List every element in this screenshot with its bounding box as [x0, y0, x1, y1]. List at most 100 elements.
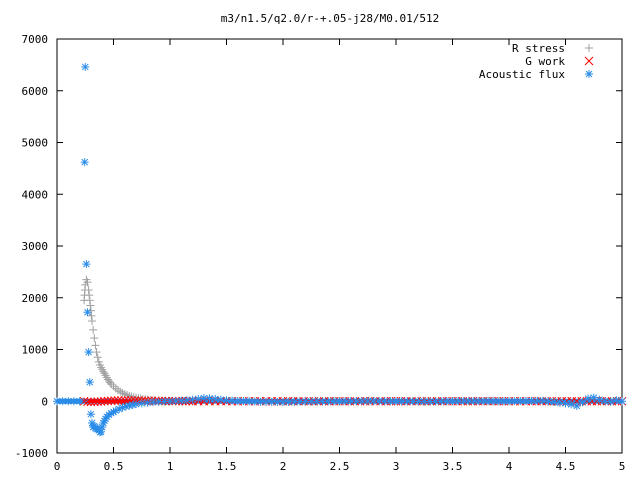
data-point — [205, 394, 214, 403]
data-point — [431, 397, 440, 406]
data-point — [544, 397, 553, 406]
legend-marker — [585, 70, 593, 78]
data-point — [80, 158, 89, 167]
chart-title: m3/n1.5/q2.0/r-+.05-j28/M0.01/512 — [221, 12, 440, 25]
legend-marker — [585, 44, 593, 52]
data-point — [85, 291, 94, 300]
data-point — [111, 384, 120, 393]
data-point — [85, 378, 94, 387]
data-point — [324, 397, 333, 406]
x-tick-label: 2 — [280, 460, 287, 473]
x-tick-label: 5 — [619, 460, 626, 473]
plot-frame — [56, 38, 623, 454]
data-point — [290, 397, 299, 406]
data-point — [216, 395, 225, 404]
data-point — [505, 397, 513, 406]
data-point — [160, 397, 169, 406]
data-point — [166, 397, 174, 406]
data-point — [93, 353, 102, 362]
data-point — [106, 378, 115, 387]
data-point — [572, 401, 581, 410]
x-tick-label: 4 — [506, 460, 513, 473]
data-point — [262, 397, 271, 406]
data-point — [58, 397, 67, 406]
data-point — [397, 397, 406, 406]
data-point — [97, 363, 106, 372]
x-axis: 0 0.5 1 1.5 2 2.5 3 3.5 4 4.5 5 — [54, 39, 626, 473]
data-point — [84, 285, 93, 294]
data-point — [100, 369, 109, 378]
data-point — [521, 396, 530, 405]
data-point — [392, 397, 400, 406]
x-tick-label: 1 — [167, 460, 174, 473]
data-point — [86, 397, 96, 407]
legend-marker — [584, 56, 594, 66]
data-point — [86, 301, 95, 310]
data-point — [250, 397, 259, 406]
data-point — [83, 278, 92, 287]
data-point — [88, 317, 97, 326]
data-point — [538, 396, 547, 405]
data-point — [85, 296, 94, 305]
data-point — [100, 396, 109, 406]
data-point — [567, 400, 576, 409]
x-tick-label: 0 — [54, 460, 61, 473]
legend-label: R stress — [512, 42, 565, 55]
data-point — [386, 397, 395, 406]
data-point — [484, 397, 493, 406]
data-point — [442, 397, 451, 406]
data-point — [188, 395, 197, 404]
data-point — [199, 394, 208, 403]
y-tick-label: 2000 — [22, 292, 49, 305]
data-point — [137, 399, 146, 408]
y-tick-label: 7000 — [22, 33, 49, 46]
data-point — [87, 311, 96, 320]
data-point — [110, 396, 119, 405]
data-point — [177, 396, 186, 405]
data-point — [106, 396, 116, 406]
data-point — [86, 410, 95, 419]
data-point — [329, 397, 338, 406]
x-tick-label: 2.5 — [330, 460, 350, 473]
data-point — [578, 398, 587, 407]
data-point — [555, 398, 564, 407]
x-tick-label: 3.5 — [443, 460, 463, 473]
y-tick-label: 0 — [41, 395, 48, 408]
data-point — [83, 397, 92, 407]
data-point — [89, 397, 99, 407]
data-point — [84, 348, 93, 357]
data-point — [75, 397, 84, 406]
x-tick-label: 0.5 — [104, 460, 124, 473]
data-point — [101, 371, 110, 380]
data-point — [98, 365, 107, 374]
data-point — [612, 396, 621, 405]
data-point — [96, 397, 106, 406]
data-point — [82, 260, 91, 269]
data-point — [83, 308, 92, 317]
data-point — [109, 382, 118, 391]
data-point — [312, 397, 321, 406]
legend-label: G work — [525, 55, 565, 68]
data-point — [117, 396, 126, 405]
x-tick-label: 1.5 — [217, 460, 237, 473]
x-tick-label: 4.5 — [556, 460, 576, 473]
data-point — [194, 394, 203, 403]
legend-label: Acoustic flux — [479, 68, 565, 81]
data-point — [211, 394, 220, 403]
data-point — [494, 397, 503, 406]
y-tick-label: 4000 — [22, 188, 49, 201]
data-point — [550, 398, 559, 407]
data-point — [143, 398, 152, 407]
data-point — [352, 397, 361, 406]
data-point — [369, 396, 378, 405]
data-point — [132, 400, 141, 409]
y-tick-label: 5000 — [22, 137, 49, 150]
data-point — [89, 325, 98, 334]
data-point — [403, 397, 412, 406]
data-point — [93, 397, 103, 407]
data-point — [606, 397, 615, 406]
series-acoustic-flux — [53, 62, 626, 437]
data-point — [589, 393, 598, 402]
x-tick-label: 3 — [393, 460, 400, 473]
